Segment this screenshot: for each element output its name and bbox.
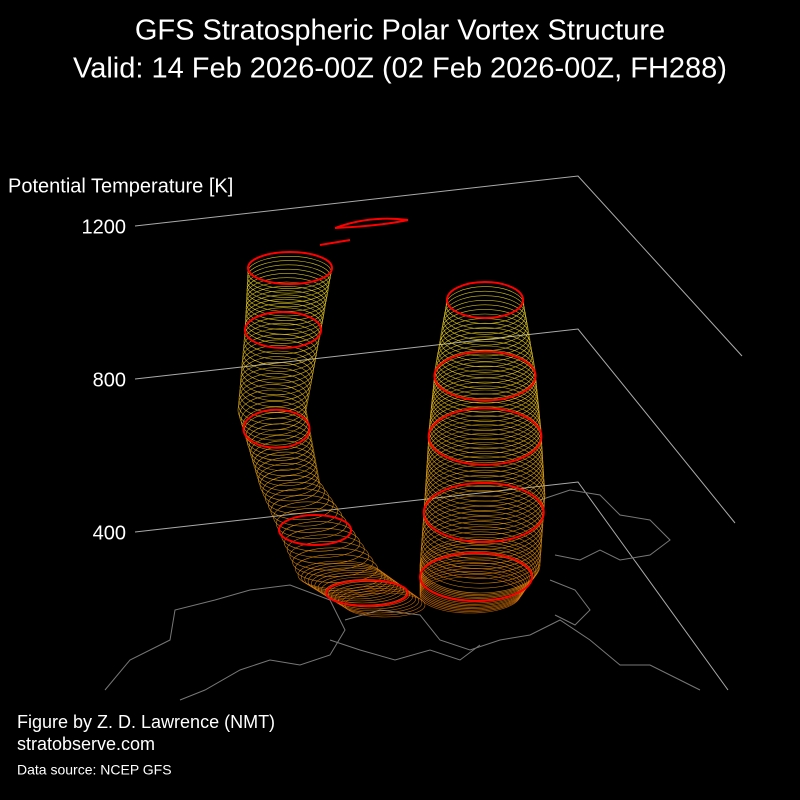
- vortex-contour: [426, 433, 544, 492]
- vortex-contour: [334, 585, 417, 612]
- vortex-contour: [424, 460, 546, 521]
- vortex-contour: [240, 361, 312, 402]
- vortex-contour: [427, 419, 543, 478]
- vortex-contour: [425, 455, 545, 516]
- grid-line: [134, 481, 729, 691]
- vortex-ring: [325, 579, 409, 607]
- coastline: [104, 584, 346, 701]
- vortex-contour: [420, 526, 542, 584]
- vortex-contour: [241, 350, 314, 390]
- vortex-contour: [317, 574, 401, 602]
- grid-line: [134, 175, 743, 357]
- vortex-contour: [425, 451, 545, 511]
- vortex-contour: [419, 573, 522, 612]
- vortex-contour: [245, 290, 326, 326]
- coastline: [549, 579, 591, 626]
- vortex-ring: [433, 350, 537, 402]
- vortex-ring: [427, 407, 543, 466]
- vortex-contour: [427, 415, 543, 473]
- vortex-contour: [245, 285, 327, 321]
- vortex-contour: [337, 588, 420, 614]
- vortex-contour: [248, 429, 314, 466]
- vortex-contour: [243, 322, 320, 361]
- chart-title: GFS Stratospheric Polar Vortex Structure: [135, 15, 665, 47]
- vortex-contour: [321, 576, 404, 604]
- vortex-contour: [419, 576, 521, 614]
- coastline: [329, 639, 481, 661]
- vortex-contour: [239, 367, 311, 407]
- vortex-contour: [247, 260, 331, 294]
- vortex-contour: [246, 281, 327, 317]
- vortex-contour: [259, 468, 321, 502]
- website: stratobserve.com: [17, 734, 155, 754]
- vortex-contour: [420, 531, 541, 589]
- vortex-contour: [422, 500, 543, 560]
- vortex-ring: [446, 281, 524, 319]
- vortex-contour: [256, 457, 319, 492]
- vortex-contour: [251, 440, 316, 476]
- data-source: Data source: NCEP GFS: [17, 762, 172, 778]
- chart-subtitle: Valid: 14 Feb 2026-00Z (02 Feb 2026-00Z,…: [73, 53, 727, 85]
- coastline: [344, 609, 701, 691]
- vortex-contour: [242, 333, 318, 372]
- vortex-contour: [258, 463, 320, 497]
- vortex-contour: [423, 474, 545, 536]
- coastline: [539, 489, 671, 561]
- vortex-contour: [425, 446, 545, 507]
- z-tick-label: 800: [93, 369, 126, 391]
- credit: Figure by Z. D. Lawrence (NMT): [17, 712, 275, 732]
- vortex-contour: [427, 424, 543, 483]
- vortex-contour: [247, 264, 330, 299]
- vortex-ring: [242, 408, 311, 449]
- vortex-ring: [247, 251, 333, 285]
- vortex-contour: [444, 290, 526, 330]
- vortex-contour: [245, 303, 323, 340]
- vortex-contour: [421, 505, 543, 565]
- vortex-contour: [240, 356, 313, 396]
- vortex-ring: [334, 217, 409, 229]
- vortex-contour: [246, 273, 329, 308]
- vortex-contour: [265, 481, 330, 514]
- vortex-contour: [424, 469, 545, 531]
- vortex-contour: [426, 428, 544, 488]
- vortex-contour: [420, 521, 542, 579]
- vortex-contour: [262, 475, 325, 508]
- coastlines: [104, 489, 701, 701]
- vortex-ring: [419, 552, 533, 602]
- vortex-contour: [284, 527, 361, 558]
- vortex-contour: [443, 299, 527, 341]
- z-tick-label: 400: [93, 522, 126, 544]
- vortex-contour: [307, 567, 392, 596]
- vortex-contour: [242, 339, 316, 378]
- vortex-contour: [444, 295, 526, 335]
- vortex-contour: [421, 516, 542, 574]
- z-grid: 400 800 1200: [82, 175, 743, 691]
- vortex: [237, 217, 546, 618]
- vortex-ring: [244, 311, 322, 349]
- vortex-contour: [314, 572, 398, 600]
- vortex-contour: [241, 345, 315, 384]
- z-axis-label: Potential Temperature [K]: [8, 175, 233, 197]
- z-tick-label: 1200: [82, 216, 127, 238]
- vortex-ring: [422, 482, 545, 543]
- vortex-ring: [278, 514, 352, 546]
- vortex-contour: [247, 423, 313, 461]
- vortex-contour: [245, 294, 325, 331]
- vortex-contour: [426, 437, 544, 497]
- vortex-contour: [250, 434, 315, 471]
- vortex-contour: [267, 488, 334, 521]
- vortex-contour: [270, 494, 339, 527]
- vortex-contour: [344, 592, 426, 618]
- vortex-contour: [422, 490, 544, 550]
- vortex-contour: [243, 328, 319, 366]
- vortex-contour: [246, 268, 330, 303]
- vortex-contour: [273, 501, 343, 533]
- vortex-ring: [319, 239, 351, 246]
- vortex-contour: [254, 451, 318, 487]
